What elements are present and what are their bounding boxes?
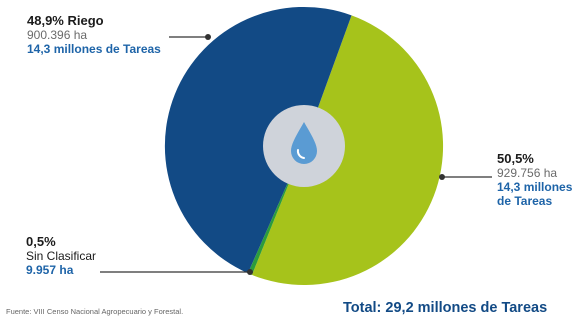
slice-hectares-riego: 900.396 ha — [27, 27, 88, 42]
leader-line-riego — [169, 34, 211, 40]
source-note: Fuente: VIII Censo Nacional Agropecuario… — [6, 307, 184, 316]
pie-slice-riego — [164, 6, 352, 274]
slice-label-riego: 48,9% Riego 900.396 ha 14,3 millones de … — [27, 13, 161, 57]
slice-tareas-otros: 14,3 millones de Tareas — [497, 179, 573, 208]
slice-label-sin-clasificar: 0,5% Sin Clasificar 9.957 ha — [26, 234, 97, 278]
pie-slice-otros — [251, 15, 444, 286]
total-label: Total: 29,2 millones de Tareas — [343, 300, 548, 316]
slice-hectares-otros: 929.756 ha — [497, 165, 558, 180]
slice-percent-riego: 48,9% Riego — [27, 13, 104, 28]
slice-name-sin-clasificar: Sin Clasificar — [26, 248, 97, 263]
leader-line-otros — [439, 174, 492, 180]
leader-line-sin-clasificar — [100, 269, 253, 275]
slice-percent-otros: 50,5% — [497, 151, 534, 166]
pie-slices — [164, 6, 444, 286]
slice-percent-sin-clasificar: 0,5% — [26, 234, 56, 249]
slice-label-otros: 50,5% 929.756 ha 14,3 millones de Tareas — [497, 151, 577, 208]
slice-hectares-sin-clasificar: 9.957 ha — [26, 262, 74, 277]
slice-tareas-riego: 14,3 millones de Tareas — [27, 41, 161, 56]
water-drop-highlight — [296, 149, 305, 159]
